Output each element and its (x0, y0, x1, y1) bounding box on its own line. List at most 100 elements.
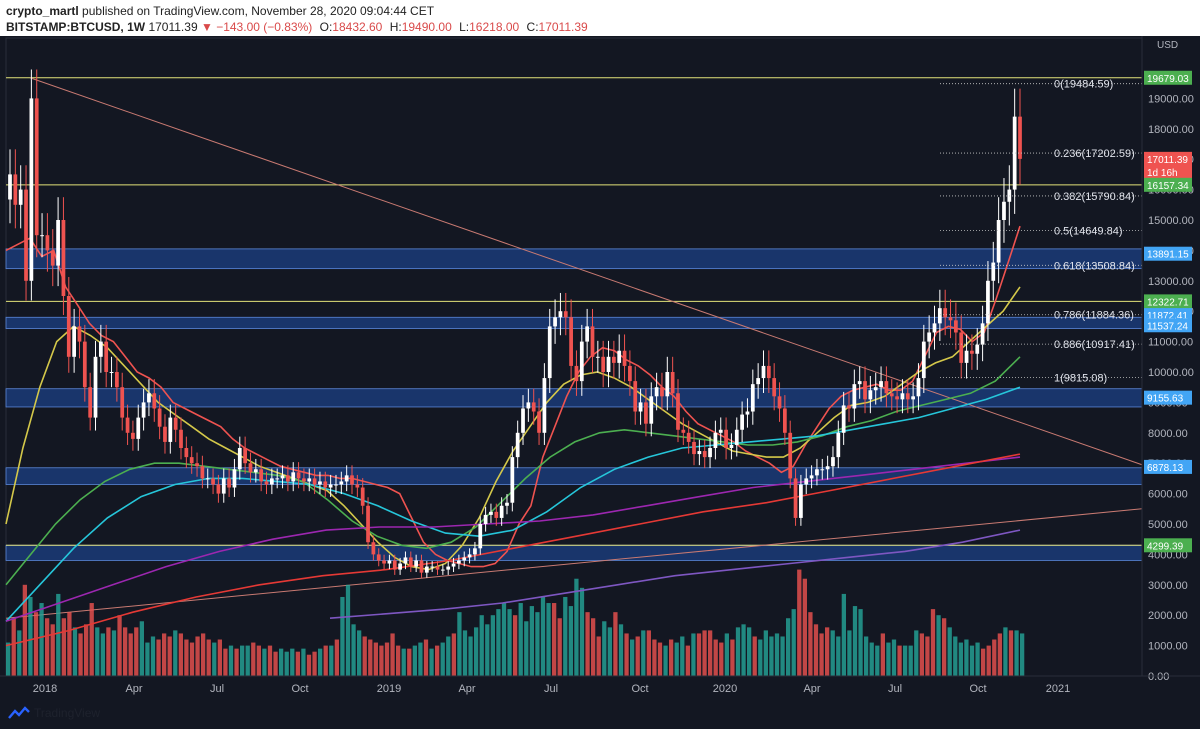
ascending-trendline (5, 508, 1143, 619)
volume-bar (741, 624, 746, 676)
volume-bar (825, 627, 830, 676)
volume-bar (540, 596, 546, 676)
candle-body (660, 387, 664, 397)
volume-bar (624, 633, 629, 676)
volume-bar (730, 639, 735, 676)
candle-body (216, 484, 221, 494)
volume-bar (836, 636, 841, 676)
x-tick-label: Oct (291, 683, 308, 695)
volume-bar (752, 636, 757, 676)
candle-body (232, 469, 237, 488)
volume-bar (819, 633, 824, 676)
candle-body (505, 502, 509, 506)
candle-body (724, 429, 728, 448)
volume-bar (535, 612, 540, 676)
candle-body (782, 408, 787, 433)
candle-body (366, 505, 370, 543)
candle-body (66, 296, 71, 357)
candle-body (654, 387, 659, 397)
currency-label: USD (1157, 40, 1178, 51)
volume-bar (323, 645, 328, 676)
volume-bar (585, 612, 590, 676)
volume-bar (240, 645, 245, 676)
price-marker (1144, 246, 1192, 261)
author-name[interactable]: crypto_martl (6, 4, 79, 18)
price-marker-label: 6878.13 (1147, 463, 1184, 474)
candle-body (895, 396, 899, 400)
volume-bar (100, 633, 105, 676)
volume-bar (646, 630, 651, 676)
volume-bar (747, 627, 752, 676)
candle-body (408, 557, 413, 567)
high-label: H: (389, 20, 402, 34)
volume-bar (362, 636, 367, 676)
x-tick-label: 2020 (713, 683, 737, 695)
candle-body (98, 341, 103, 357)
volume-bar (28, 596, 33, 676)
candle-body (269, 478, 274, 485)
volume-bar (708, 630, 713, 676)
x-tick-label: Jul (544, 683, 558, 695)
candle-body (323, 481, 328, 488)
candle-body (280, 475, 285, 479)
candle-body (205, 478, 210, 480)
price-chart[interactable]: 0(19484.59) 0.236(17202.59) 0.382(15790.84… (0, 36, 1200, 729)
volume-bar (758, 639, 763, 676)
volume-bar (568, 606, 573, 676)
open-label: O: (319, 20, 333, 34)
volume-bar (1020, 633, 1025, 676)
candle-body (371, 542, 376, 555)
volume-bar (106, 627, 111, 676)
volume-bar (468, 636, 473, 676)
volume-bar (384, 642, 390, 676)
candle-body (521, 408, 525, 433)
volume-bar (368, 639, 373, 676)
candle-body (734, 429, 739, 445)
descending-trendline (29, 77, 1143, 466)
volume-bar (546, 603, 551, 676)
candle-body (686, 432, 691, 442)
volume-bar (914, 630, 919, 676)
candle-body (569, 317, 573, 366)
price-marker (1144, 459, 1192, 474)
volume-bar (479, 615, 484, 676)
volume-bar (256, 645, 261, 676)
candle-body (756, 378, 761, 385)
volume-bar (780, 636, 785, 676)
price-marker-label: 11872.41 (1147, 311, 1188, 322)
volume-bar (529, 606, 534, 676)
volume-bar (440, 642, 445, 676)
volume-bar (379, 645, 384, 676)
volume-bar (295, 651, 300, 676)
candle-body (237, 448, 242, 470)
volume-bar (318, 648, 323, 676)
x-tick-label: Oct (969, 683, 986, 695)
candle-body (275, 478, 280, 480)
volume-bar (674, 642, 679, 676)
volume-bar (652, 639, 657, 676)
fib-level-label: 0.382(15790.84) (1054, 191, 1135, 203)
volume-bar (56, 593, 61, 676)
fib-level-label: 0(19484.59) (1054, 79, 1113, 91)
volume-bar (290, 648, 295, 676)
volume-bar (685, 645, 690, 676)
volume-bar (150, 636, 156, 676)
candle-body (56, 220, 60, 266)
y-tick-label: 3000.00 (1148, 580, 1188, 592)
price-marker (1144, 177, 1192, 192)
candle-body (889, 393, 894, 397)
x-tick-label: Oct (631, 683, 648, 695)
volume-bar (579, 587, 585, 676)
volume-bar (786, 618, 791, 676)
down-arrow-icon: ▼ (200, 20, 213, 34)
volume-bar (396, 645, 401, 676)
volume-bar (312, 651, 317, 676)
volume-bar (702, 630, 707, 676)
volume-bar (847, 630, 852, 676)
y-tick-label: 15000.00 (1148, 215, 1194, 227)
candle-body (467, 554, 472, 558)
volume-bar (245, 645, 250, 676)
volume-bar (875, 645, 880, 676)
volume-bar (217, 639, 222, 676)
candle-body (131, 432, 135, 439)
